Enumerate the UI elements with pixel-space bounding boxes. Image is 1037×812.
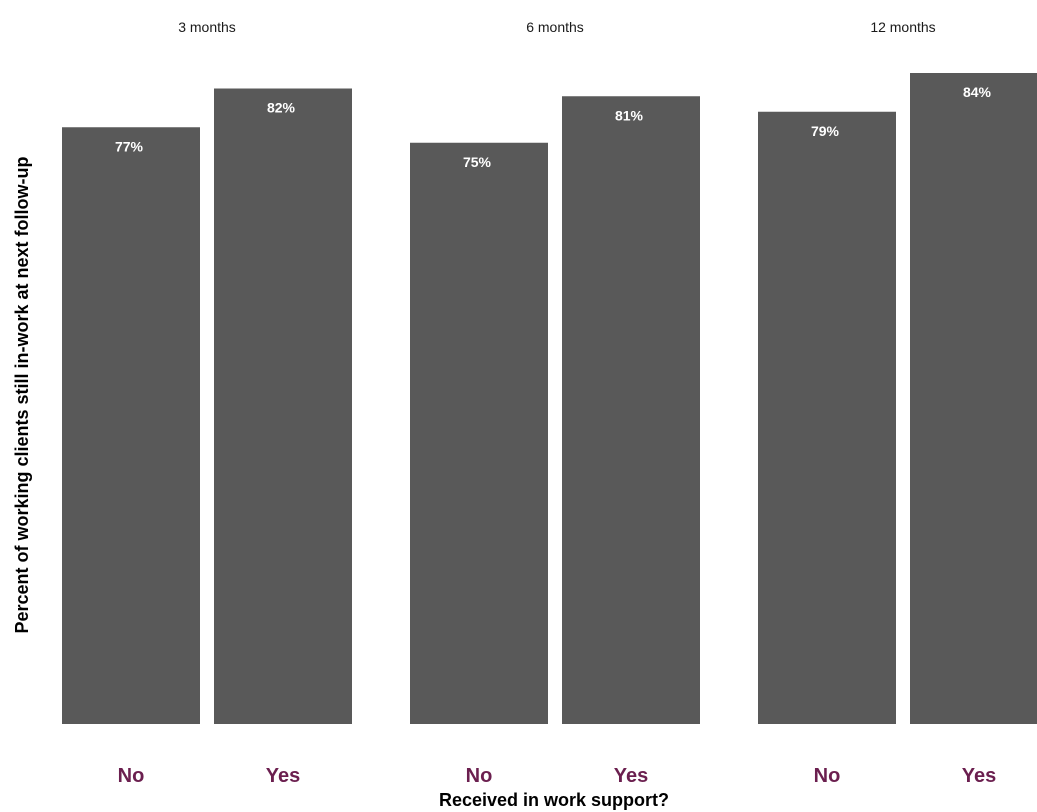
category-tick-label: No <box>814 765 841 787</box>
facet-label: 3 months <box>178 19 236 35</box>
y-axis-title: Percent of working clients still in-work… <box>12 156 32 633</box>
bar-value-label: 79% <box>811 123 840 139</box>
bar <box>410 142 548 724</box>
facet-panel: 3 months 77% No 82% Yes <box>62 19 352 787</box>
category-tick-label: Yes <box>266 765 300 787</box>
facet-label: 12 months <box>870 19 935 35</box>
facet-panel: 12 months 79% No 84% Yes <box>758 19 1037 787</box>
facet-label: 6 months <box>526 19 584 35</box>
bar-value-label: 84% <box>963 84 992 100</box>
x-axis-title: Received in work support? <box>439 790 669 810</box>
bar <box>562 96 700 724</box>
category-tick-label: Yes <box>962 765 996 787</box>
facet-panel: 6 months 75% No 81% Yes <box>410 19 700 787</box>
bar-value-label: 82% <box>267 100 296 116</box>
bar <box>758 111 896 724</box>
bar-value-label: 75% <box>463 154 492 170</box>
category-tick-label: Yes <box>614 765 648 787</box>
bar <box>910 73 1037 724</box>
bar-value-label: 81% <box>615 107 644 123</box>
bar <box>214 88 352 724</box>
bar <box>62 127 200 724</box>
bar-value-label: 77% <box>115 138 144 154</box>
category-tick-label: No <box>118 765 145 787</box>
category-tick-label: No <box>466 765 493 787</box>
